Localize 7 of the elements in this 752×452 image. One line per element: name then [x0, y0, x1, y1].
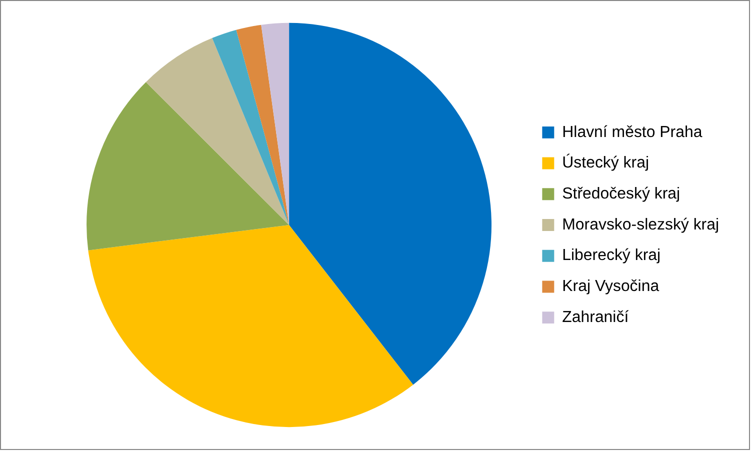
legend-label: Zahraničí — [562, 308, 630, 326]
legend-label: Středočeský kraj — [562, 186, 680, 203]
legend-label: Moravsko-slezský kraj — [562, 216, 720, 234]
legend-label: Liberecký kraj — [562, 247, 661, 264]
legend-label: Kraj Vysočina — [562, 278, 660, 296]
legend-label: Hlavní město Praha — [562, 124, 702, 141]
legend-label: Ústecký kraj — [562, 154, 650, 172]
